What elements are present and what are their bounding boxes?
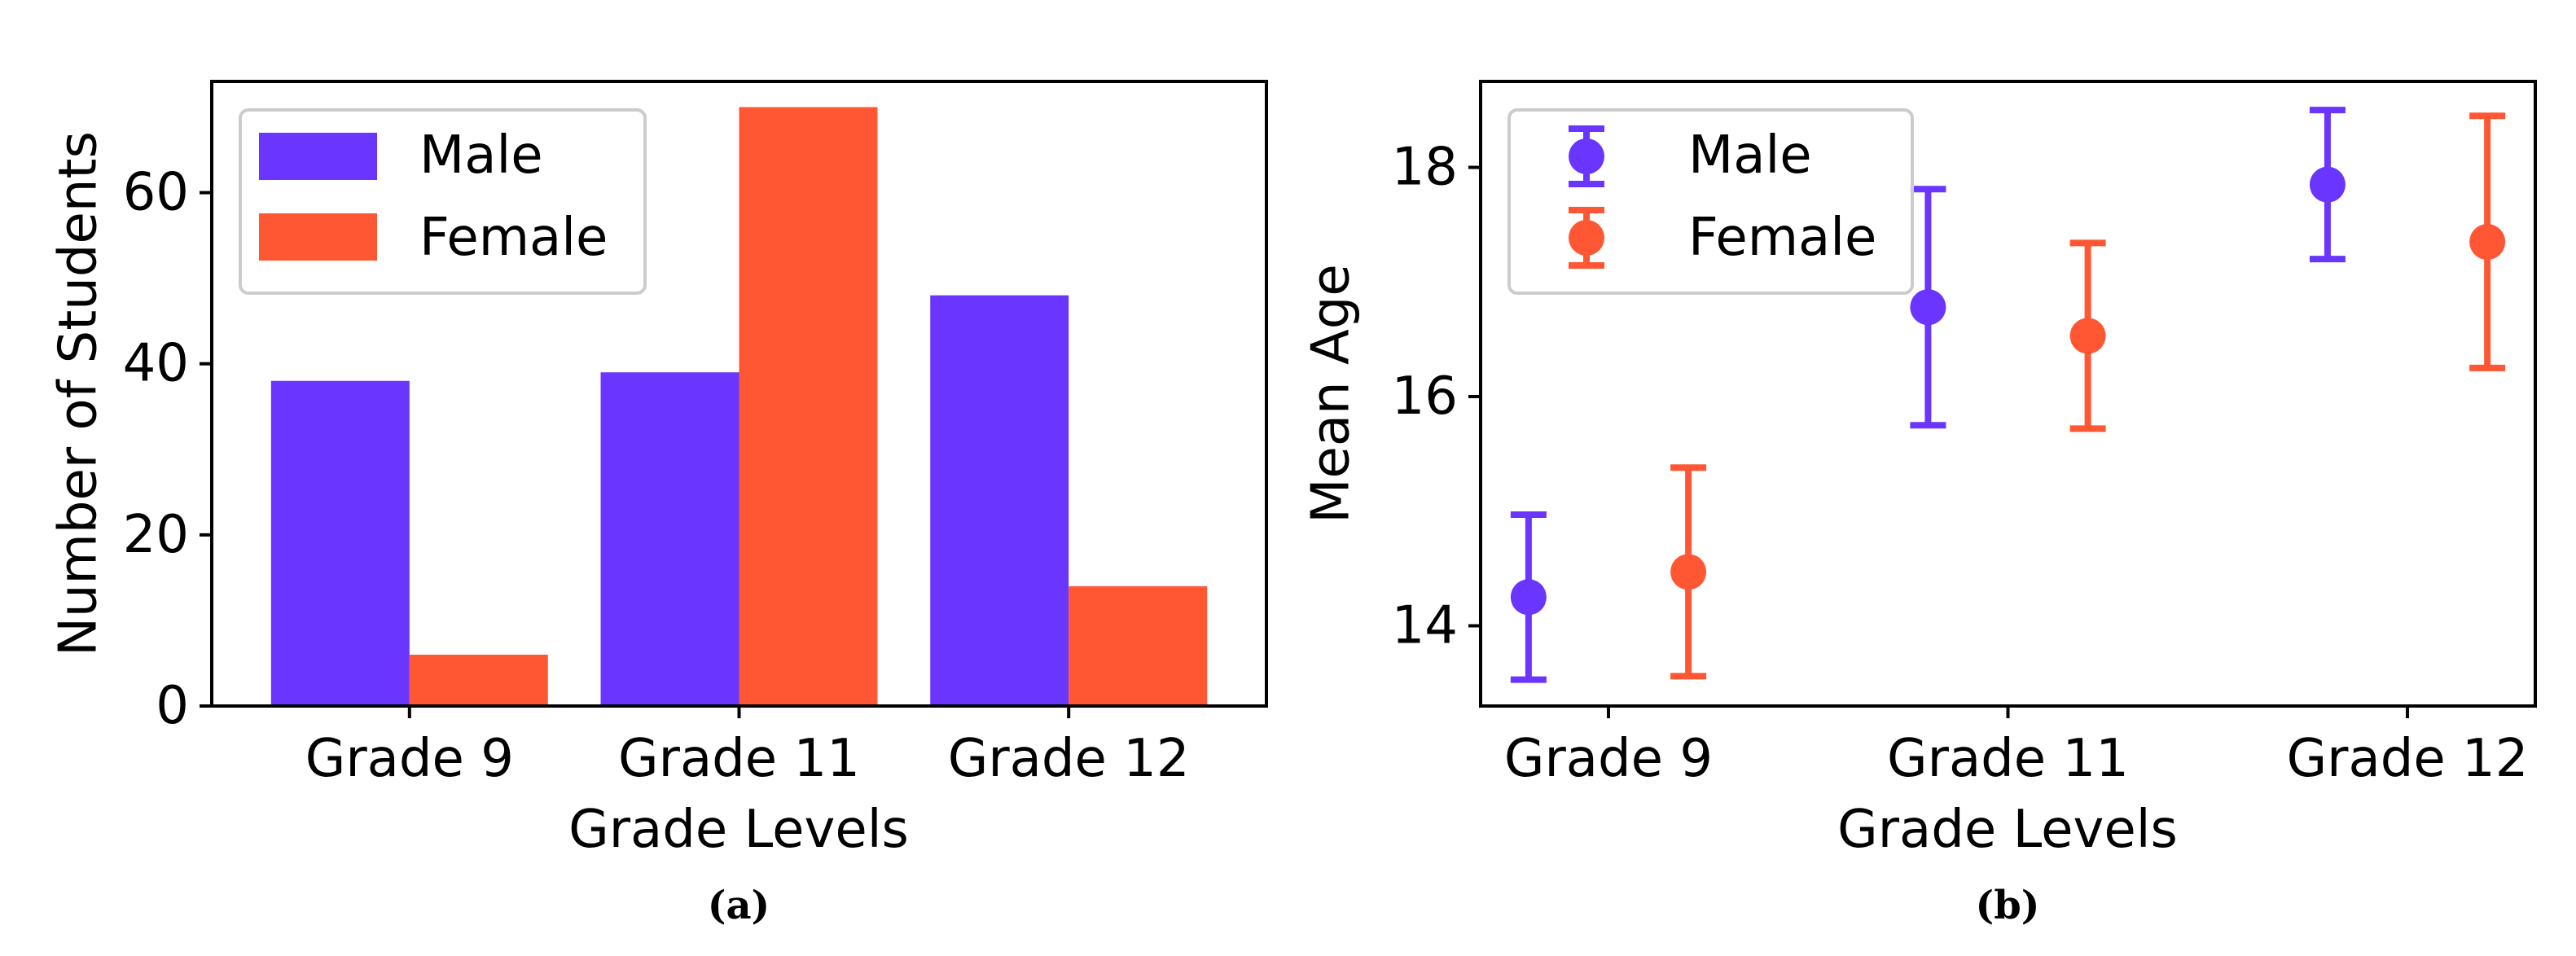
bar-female-grade-12 [1069,585,1208,706]
panel-a-y-axis-title: Number of Students [49,131,109,656]
panel-b-legend-label-male: Male [1688,125,1812,186]
panel-a-legend-swatch-male [259,133,377,180]
bar-female-grade-11 [739,107,878,706]
panel-b-y-tick-label: 14 [1392,595,1458,656]
panel-a-legend: Male Female [239,108,647,295]
panel-a-y-tick-label: 40 [123,334,189,394]
bar-male-grade-12 [930,295,1069,706]
panel-a-legend-label-female: Female [419,208,608,268]
errorbar-female-grade-12 [2469,112,2506,371]
panel-b-y-tick-label: 18 [1392,138,1458,198]
panel-a-legend-label-male: Male [419,125,543,186]
panel-b-legend: Male Female [1507,108,1914,295]
bar-male-grade-9 [270,380,410,706]
panel-b-x-tick-label: Grade 12 [2287,729,2529,789]
panel-a-label: (a) [708,883,770,928]
panel-a-y-tick-label: 20 [123,505,189,565]
panel-b-y-axis-title: Mean Age [1301,264,1362,524]
panel-b-legend-marker-male [1569,125,1604,187]
panel-a-x-axis-title: Grade Levels [568,800,909,860]
panel-b-x-tick-label: Grade 11 [1887,729,2129,789]
panel-b-y-tick-label: 16 [1392,366,1458,427]
errorbar-male-grade-9 [1510,511,1547,683]
panel-a-x-tick-label: Grade 9 [305,729,514,789]
panel-a-bar-chart: 0 20 40 60 Grade 9 Grade 11 Grade 12 Grade Le… [49,80,1268,928]
errorbar-female-grade-11 [2069,239,2106,432]
panel-a-y-tick-label: 60 [123,163,189,223]
panel-b-x-axis-title: Grade Levels [1837,800,2178,860]
errorbar-female-grade-9 [1670,464,1707,680]
panel-b-legend-marker-female [1569,207,1604,269]
panel-b-legend-frame [1507,108,1914,295]
errorbar-male-grade-12 [2309,107,2346,263]
panel-b-legend-label-female: Female [1688,208,1876,268]
bar-female-grade-9 [409,654,548,706]
panel-b-errorbar-chart: 14 16 18 Grade 9 Grade 11 Grade 12 Grade Lev… [1301,80,2537,928]
panel-a-x-tick-label: Grade 11 [618,729,860,789]
panel-b-x-tick-label: Grade 9 [1504,729,1713,789]
panel-b-label: (b) [1976,883,2040,928]
panel-a-y-tick-label: 0 [156,676,189,736]
panel-a-legend-swatch-female [259,213,377,261]
errorbar-male-grade-11 [1910,186,1946,429]
panel-a-x-tick-label: Grade 12 [948,729,1190,789]
bar-male-grade-11 [600,372,739,706]
